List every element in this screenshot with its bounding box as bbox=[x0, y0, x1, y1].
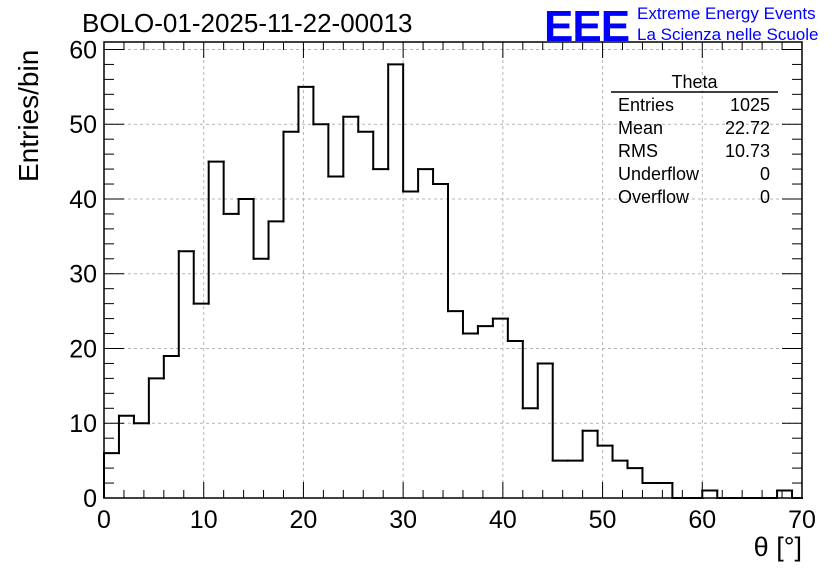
stats-row-value: 0 bbox=[760, 187, 770, 207]
logo-line-2: La Scienza nelle Scuole bbox=[637, 25, 819, 44]
stats-row-label: RMS bbox=[618, 141, 658, 161]
stats-row-label: Mean bbox=[618, 118, 663, 138]
x-tick-label: 70 bbox=[788, 506, 816, 534]
x-tick-label: 20 bbox=[290, 506, 318, 534]
logo-line-1: Extreme Energy Events bbox=[637, 4, 816, 23]
y-tick-label: 30 bbox=[69, 261, 97, 289]
chart-title: BOLO-01-2025-11-22-00013 bbox=[82, 8, 413, 38]
stats-row-label: Overflow bbox=[618, 187, 690, 207]
y-tick-label: 20 bbox=[69, 335, 97, 363]
x-tick-label: 40 bbox=[489, 506, 517, 534]
y-tick-label: 50 bbox=[69, 111, 97, 139]
stats-box-name: Theta bbox=[671, 72, 718, 92]
y-tick-label: 10 bbox=[69, 410, 97, 438]
x-tick-label: 60 bbox=[688, 506, 716, 534]
stats-row-value: 0 bbox=[760, 164, 770, 184]
x-axis-label: θ [°] bbox=[753, 532, 802, 562]
y-tick-label: 60 bbox=[69, 36, 97, 64]
stats-row-value: 22.72 bbox=[725, 118, 770, 138]
eee-logo-text: Extreme Energy Events La Scienza nelle S… bbox=[637, 3, 818, 45]
x-tick-label: 50 bbox=[589, 506, 617, 534]
x-tick-label: 0 bbox=[97, 506, 111, 534]
stats-row-label: Underflow bbox=[618, 164, 700, 184]
plot-frame bbox=[103, 41, 803, 499]
eee-logo: EEE bbox=[544, 2, 630, 51]
x-tick-label: 10 bbox=[190, 506, 218, 534]
y-axis-label: Entries/bin bbox=[13, 49, 44, 182]
y-tick-label: 40 bbox=[69, 186, 97, 214]
stats-row-value: 1025 bbox=[730, 95, 770, 115]
x-tick-label: 30 bbox=[389, 506, 417, 534]
stats-row-value: 10.73 bbox=[725, 141, 770, 161]
y-tick-label: 0 bbox=[83, 485, 97, 513]
stats-row-label: Entries bbox=[618, 95, 674, 115]
